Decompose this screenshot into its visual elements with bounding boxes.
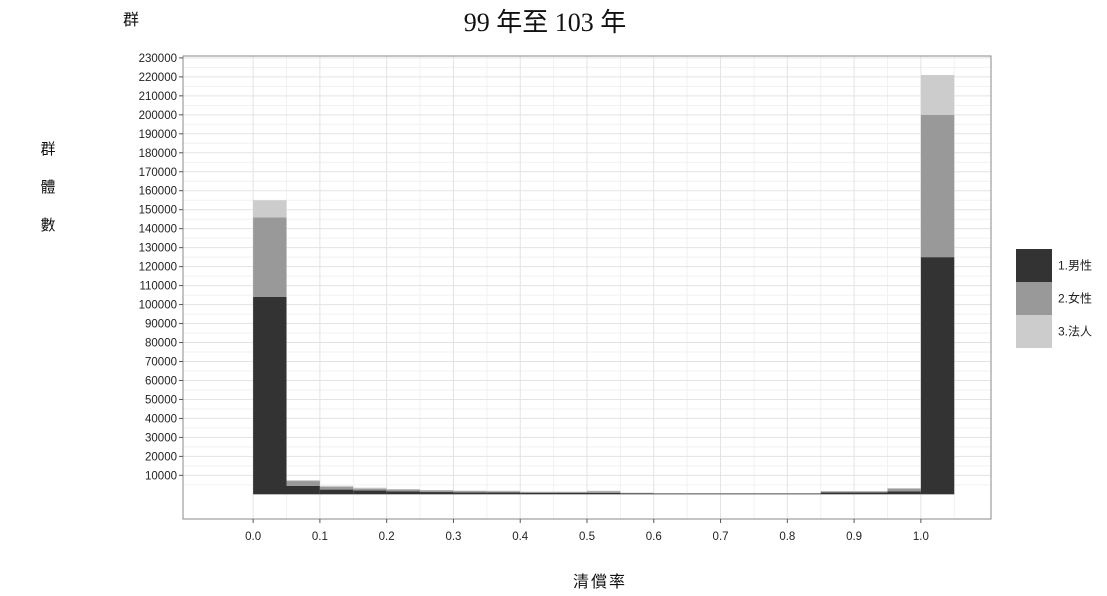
x-tick-label: 0.8	[779, 531, 795, 543]
y-tick-label: 70000	[145, 357, 177, 369]
bar-segment-2	[520, 491, 554, 493]
bar-segment-2	[854, 491, 888, 493]
chart-title: 99 年至 103 年	[463, 8, 627, 37]
y-axis-label: 群 體 數	[38, 130, 58, 244]
y-tick-label: 40000	[145, 413, 177, 425]
bar-segment-3	[420, 489, 454, 491]
y-tick-label: 160000	[139, 186, 177, 198]
legend-label-2: 2.女性	[1058, 291, 1092, 306]
bar-segment-3	[319, 485, 354, 487]
x-tick-label: 0.7	[713, 531, 729, 543]
bar-segment-2	[386, 489, 421, 492]
x-tick-label: 0.1	[312, 531, 328, 543]
bar-segment-2	[887, 488, 921, 492]
bar-segment-1	[687, 493, 721, 495]
y-tick-label: 190000	[139, 129, 177, 141]
y-tick-label: 50000	[145, 394, 177, 406]
bar-segment-1	[787, 493, 821, 495]
corner-label: 群	[123, 10, 140, 29]
bar-segment-2	[620, 492, 654, 494]
bar-segment-1	[319, 489, 354, 495]
bar-segment-3	[453, 490, 487, 492]
bar-segment-2	[286, 481, 320, 486]
bar-segment-2	[353, 488, 387, 491]
x-tick-label: 0.3	[445, 531, 461, 543]
bar-segment-1	[386, 491, 421, 495]
y-tick-label: 230000	[139, 53, 177, 65]
y-tick-label: 220000	[139, 72, 177, 84]
y-tick-label: 10000	[145, 470, 177, 482]
legend-key-1	[1016, 249, 1052, 282]
bar-segment-3	[353, 487, 387, 489]
bar-segment-1	[820, 492, 855, 495]
x-tick-label: 0.4	[512, 531, 529, 543]
bar-segment-1	[520, 492, 554, 495]
x-tick-label: 0.0	[245, 531, 261, 543]
bar-segment-1	[453, 492, 487, 495]
bar-segment-1	[486, 492, 521, 495]
legend-key-2	[1016, 282, 1052, 315]
bar-segment-1	[553, 492, 587, 495]
bar-segment-1	[854, 492, 888, 495]
y-tick-label: 210000	[139, 91, 177, 103]
bar-segment-2	[553, 491, 587, 493]
y-tick-label: 80000	[145, 338, 177, 350]
bar-segment-1	[753, 493, 788, 495]
bar-segment-1	[420, 492, 454, 495]
y-tick-label: 90000	[145, 319, 177, 331]
legend-label-3: 3.法人	[1058, 325, 1092, 339]
x-tick-label: 0.6	[646, 531, 662, 543]
x-tick-label: 0.5	[579, 531, 595, 543]
bar-segment-2	[453, 491, 487, 493]
bar-segment-1	[920, 257, 955, 495]
y-axis-label-char-3: 數	[40, 216, 56, 234]
y-tick-label: 180000	[139, 148, 177, 160]
x-tick-label: 1.0	[913, 531, 929, 543]
y-tick-label: 130000	[139, 243, 177, 255]
bar-segment-3	[920, 74, 955, 115]
bar-segment-2	[253, 217, 287, 297]
bar-segment-1	[286, 485, 320, 495]
bar-segment-1	[620, 493, 654, 495]
bar-segment-1	[887, 491, 921, 495]
bar-segment-2	[486, 491, 521, 493]
y-tick-label: 110000	[139, 281, 177, 293]
bar-segment-3	[486, 490, 521, 492]
x-tick-label: 0.9	[846, 531, 862, 543]
y-axis-label-char-1: 群	[40, 140, 56, 158]
y-tick-label: 140000	[139, 224, 177, 236]
legend-label-1: 1.男性	[1058, 259, 1092, 273]
bar-segment-2	[820, 491, 855, 493]
y-axis-label-char-2: 體	[40, 178, 56, 196]
bar-segment-2	[319, 486, 354, 490]
bar-segment-2	[920, 114, 955, 258]
bar-segment-3	[286, 480, 320, 482]
bar-segment-2	[587, 491, 621, 493]
y-tick-label: 120000	[139, 262, 177, 274]
bar-segment-3	[887, 488, 921, 489]
bar-segment-2	[420, 490, 454, 493]
y-tick-label: 200000	[139, 110, 177, 122]
bar-segment-3	[386, 489, 421, 490]
y-tick-label: 20000	[145, 451, 177, 463]
bar-segment-1	[587, 492, 621, 495]
bar-segment-3	[253, 200, 287, 218]
bar-segment-1	[720, 493, 754, 495]
y-tick-label: 170000	[139, 167, 177, 179]
y-tick-label: 100000	[139, 300, 177, 312]
bar-segment-1	[253, 296, 287, 495]
bar-segment-1	[353, 490, 387, 495]
bar-segment-3	[587, 490, 621, 492]
legend-key-3	[1016, 315, 1052, 348]
y-tick-label: 30000	[145, 432, 177, 444]
y-tick-label: 60000	[145, 375, 177, 387]
x-tick-label: 0.2	[379, 531, 395, 543]
bar-segment-1	[653, 493, 688, 495]
x-axis-label: 清償率	[572, 572, 627, 591]
y-tick-label: 150000	[139, 205, 177, 217]
